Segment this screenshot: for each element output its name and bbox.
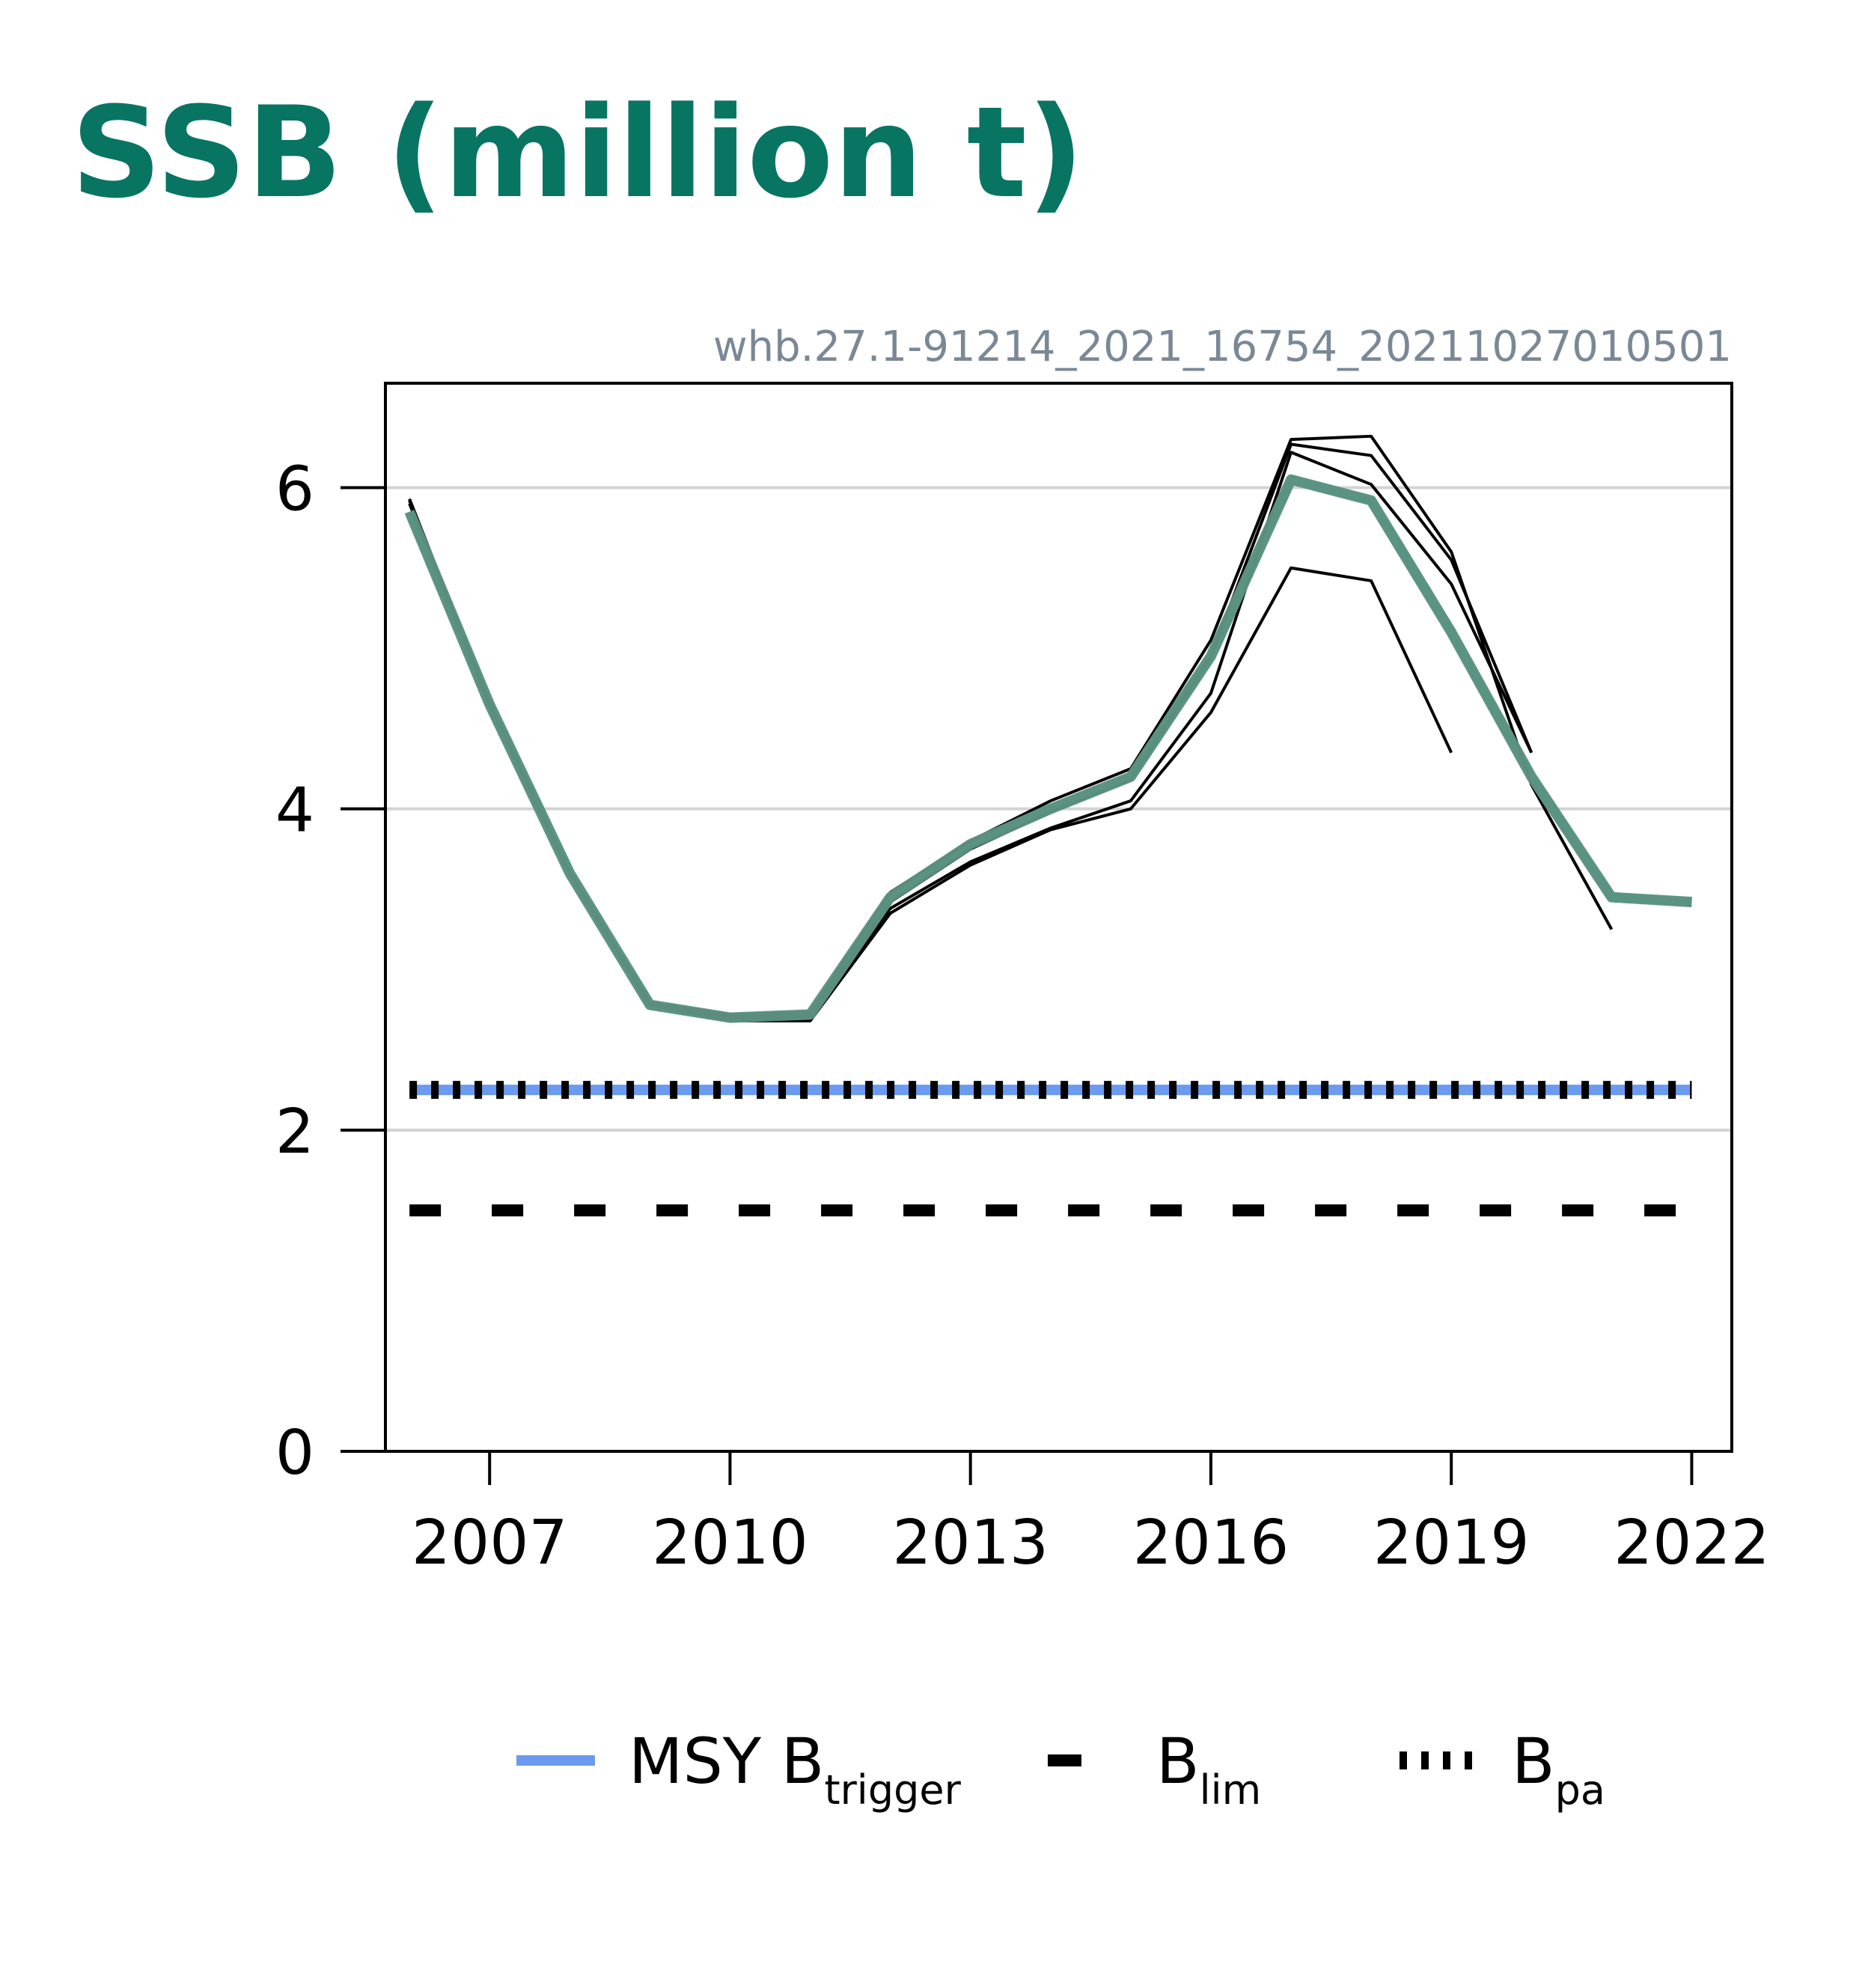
x-tick-label-2022: 2022 [1614, 1507, 1770, 1579]
x-axis: 2007 2010 2013 2016 2019 2022 [412, 1451, 1770, 1579]
legend: MSY Btrigger Blim Bpa [516, 1725, 1605, 1814]
x-tick-label-2016: 2016 [1133, 1507, 1289, 1579]
legend-entry-msy-btrigger: MSY Btrigger [516, 1725, 962, 1814]
chart-title: SSB (million t) [71, 79, 1084, 226]
x-tick-label-2013: 2013 [892, 1507, 1049, 1579]
series-line-retro-2 [408, 442, 1533, 1018]
reference-lines [409, 1081, 1692, 1217]
legend-label-blim: Blim [1156, 1725, 1261, 1814]
legend-entry-bpa: Bpa [1400, 1725, 1605, 1814]
y-tick-label-4: 4 [275, 775, 314, 847]
series-line-latest [404, 474, 1692, 1023]
y-axis: 0 2 4 6 [275, 454, 385, 1489]
series-line-retro-3 [408, 434, 1614, 1016]
x-tick-label-2019: 2019 [1373, 1507, 1530, 1579]
legend-label-msy-btrigger: MSY Btrigger [629, 1725, 962, 1814]
series-line-main [405, 475, 1692, 1022]
y-tick-label-6: 6 [275, 454, 314, 525]
y-tick-label-2: 2 [275, 1097, 314, 1168]
x-tick-label-2007: 2007 [412, 1507, 568, 1579]
chart-subtitle: whb.27.1-91214_2021_16754_20211027010501 [713, 323, 1732, 371]
series-lines [404, 434, 1692, 1023]
plot-frame [384, 382, 1733, 1453]
legend-label-bpa: Bpa [1512, 1725, 1605, 1814]
series-line-retro-1 [408, 451, 1533, 1019]
legend-entry-blim: Blim [1048, 1725, 1261, 1814]
y-tick-label-0: 0 [275, 1418, 314, 1489]
series-line-retro-0 [408, 503, 1453, 1022]
x-tick-label-2010: 2010 [652, 1507, 808, 1579]
